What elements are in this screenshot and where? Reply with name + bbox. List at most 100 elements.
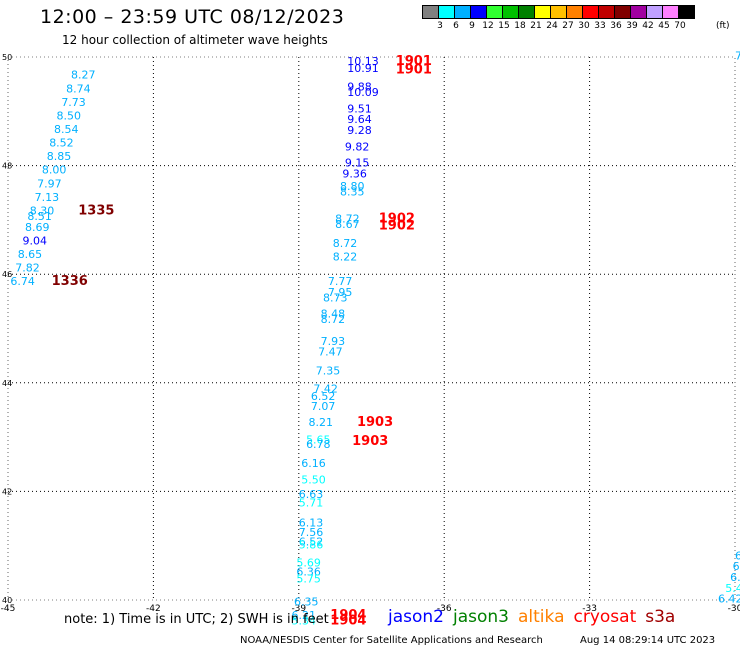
color-swatch [614, 5, 631, 19]
satellite-legend: jason2 jason3 altika cryosat s3a [388, 607, 684, 627]
color-legend-label: 21 [530, 21, 542, 31]
x-tick-label: -39 [291, 604, 306, 614]
x-tick-label: -45 [1, 604, 16, 614]
wave-height-label: 5.75 [296, 573, 321, 586]
wave-height-label: 8.69 [25, 221, 50, 234]
credit-text: NOAA/NESDIS Center for Satellite Applica… [240, 635, 543, 646]
x-tick-label: -33 [582, 604, 597, 614]
wave-height-label: 5.86 [299, 538, 324, 551]
wave-height-label: 8.65 [18, 248, 43, 261]
color-legend-label: 70 [674, 21, 686, 31]
pass-time-label: 1336 [52, 274, 88, 289]
wave-height-label: 6.63 [299, 488, 324, 501]
wave-height-label: 7.95 [328, 286, 353, 299]
chart-title: 12:00 – 23:59 UTC 08/12/2023 [40, 6, 345, 28]
footnote: note: 1) Time is in UTC; 2) SWH is in fe… [64, 612, 329, 627]
y-tick-label: 40 [2, 596, 12, 605]
pass-time-label: 1904 [330, 613, 366, 628]
wave-height-label: 7.42 [313, 383, 338, 396]
wave-height-label: 10.09 [347, 86, 379, 99]
wave-height-label: 7.47 [318, 346, 343, 359]
wave-height-label: 6. [733, 560, 740, 573]
wave-height-label: 8.72 [333, 237, 358, 250]
wave-height-label: 8.35 [340, 185, 365, 198]
satellite-name: jason2 [388, 607, 444, 627]
wave-height-label: 8.21 [308, 416, 333, 429]
wave-height-label: 7.35 [316, 365, 341, 378]
color-legend-label: 36 [610, 21, 622, 31]
wave-height-label: 7.97 [37, 177, 62, 190]
wave-height-label: 10.13 [347, 55, 379, 68]
wave-height-label: 6.52 [299, 536, 324, 549]
satellite-name: altika [518, 607, 565, 627]
color-swatch [486, 5, 503, 19]
color-swatch [534, 5, 551, 19]
wave-height-label: 9.15 [345, 157, 370, 170]
y-tick-label: 42 [2, 487, 12, 496]
color-legend-label: 30 [578, 21, 590, 31]
color-legend-label: 42 [642, 21, 654, 31]
wave-height-label: 6.74 [10, 275, 35, 288]
wave-height-label: 6.35 [294, 595, 319, 608]
color-legend-unit: (ft) [716, 21, 730, 31]
color-legend-label: 3 [437, 21, 443, 31]
color-swatch [502, 5, 519, 19]
chart-subtitle: 12 hour collection of altimeter wave hei… [62, 33, 328, 47]
color-swatch [470, 5, 487, 19]
wave-height-label: 8.73 [323, 291, 348, 304]
color-swatch [678, 5, 695, 19]
wave-height-label: 9.82 [345, 140, 370, 153]
wave-height-label: 9.04 [23, 234, 48, 247]
pass-time-label: 1901 [396, 54, 432, 69]
pass-time-label: 1901 [396, 62, 432, 77]
color-swatch [454, 5, 471, 19]
color-legend-label: 6 [453, 21, 459, 31]
wave-height-label: 8.51 [27, 210, 51, 223]
wave-height-label: 6.20 [730, 571, 740, 584]
wave-height-label: 8.67 [335, 218, 360, 231]
wave-height-label: 6.36 [296, 566, 321, 579]
color-swatch [598, 5, 615, 19]
wave-height-label: 5.48 [725, 582, 740, 595]
y-tick-label: 44 [2, 379, 12, 388]
y-tick-label: 48 [2, 162, 12, 171]
color-swatch [566, 5, 583, 19]
satellite-name: s3a [645, 607, 676, 627]
wave-height-label: 6.42 [718, 593, 740, 606]
wave-height-label: 5.34 [292, 614, 317, 627]
wave-height-label: 8.22 [333, 251, 358, 264]
satellite-name: cryosat [573, 607, 637, 627]
color-legend: 3 6 9 12 15 18 21 24 27 30 33 36 39 42 45 70 (ft) [422, 5, 730, 31]
wave-height-label: 9.51 [347, 102, 372, 115]
wave-height-label: 8.52 [49, 137, 74, 150]
wave-height-label: 10.91 [347, 62, 379, 75]
wave-height-label: 7.13 [35, 191, 60, 204]
color-swatch [438, 5, 455, 19]
wave-height-label: 5.65 [306, 434, 331, 447]
wave-height-label: 8.30 [30, 204, 54, 217]
wave-height-label: 7.07 [311, 400, 336, 413]
wave-height-label: 8.48 [321, 308, 346, 321]
wave-height-label: 7.93 [321, 335, 346, 348]
wave-height-label: 9.88 [347, 81, 372, 94]
wave-height-label: 7.56 [299, 526, 324, 539]
color-swatch [662, 5, 679, 19]
wave-height-label: 8.80 [340, 180, 365, 193]
pass-time-label: 1903 [357, 415, 393, 430]
pass-time-label: 1335 [78, 203, 114, 218]
wave-height-label: 8.27 [71, 69, 96, 82]
pass-time-label: 1902 [379, 212, 415, 227]
wave-height-label: 5.50 [301, 473, 326, 486]
wave-height-label: 5.71 [299, 497, 324, 510]
color-swatch [630, 5, 647, 19]
color-swatch [582, 5, 599, 19]
wave-height-label: 9.28 [347, 124, 372, 137]
pass-time-label: 1902 [379, 219, 415, 234]
plot-frame [7, 56, 736, 601]
pass-time-label: 1904 [330, 608, 366, 623]
wave-height-label: 8.74 [66, 82, 91, 95]
wave-height-label: 6.21 [292, 609, 317, 622]
color-legend-label: 24 [546, 21, 558, 31]
pass-time-label: 1903 [352, 434, 388, 449]
